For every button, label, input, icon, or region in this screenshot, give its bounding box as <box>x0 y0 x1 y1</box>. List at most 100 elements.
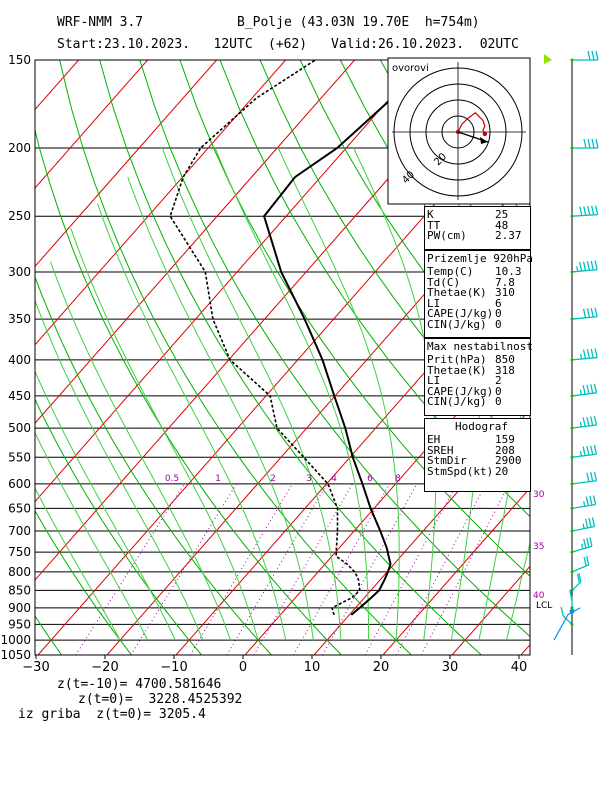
mixing-ratio-label: 4 <box>331 474 337 484</box>
wind-barb-dot <box>570 622 574 626</box>
dry-adiabat <box>139 60 530 638</box>
mixing-ratio-line <box>293 483 390 655</box>
footer-line3: iz griba z(t=0)= 3205.4 <box>18 707 206 722</box>
index-label: Prit(hPa) <box>427 353 487 366</box>
isotherm-line <box>382 487 530 655</box>
pressure-tick-label: 750 <box>8 545 31 559</box>
wind-barb-flag <box>586 445 590 456</box>
temp-tick-label: −30 <box>22 660 49 675</box>
temp-tick-label: −10 <box>160 660 187 675</box>
mixing-ratio-line <box>253 483 353 655</box>
wind-barb <box>570 205 599 218</box>
wind-barb-dot <box>570 529 574 533</box>
hodograph-end <box>482 131 488 137</box>
wind-barb-flag <box>593 383 598 393</box>
max-instability-box: Max nestabilnost Prit(hPa) 850 Thetae(K) 318… <box>424 338 533 416</box>
wind-barb-flag <box>586 555 590 566</box>
plot-area <box>35 60 530 655</box>
index-value: 0 <box>495 395 502 408</box>
wind-barb-flag <box>591 517 596 527</box>
isotherm-line <box>35 60 355 424</box>
wind-barb-flag <box>585 496 589 506</box>
wind-barb-dot <box>570 214 574 218</box>
wind-barb-flag <box>586 308 591 318</box>
wind-barb <box>560 606 574 626</box>
moist-adiabat <box>277 147 400 641</box>
index-label: EH <box>427 433 441 446</box>
theta-e-label: 30 <box>533 490 545 500</box>
hodograph-trace <box>457 112 486 135</box>
wind-barb-flag <box>590 307 594 318</box>
wind-barb <box>570 307 598 321</box>
moist-adiabat <box>70 228 259 641</box>
wind-barb <box>570 138 599 150</box>
wind-barb-flag <box>579 206 583 216</box>
mixing-ratio-label: 2 <box>270 474 276 484</box>
wind-barb-flag <box>583 206 587 216</box>
wind-barb-dot <box>570 550 574 554</box>
index-label: CIN(J/kg) <box>427 395 487 408</box>
wind-barb-half <box>570 596 573 602</box>
wind-barb <box>570 415 598 430</box>
wind-barb-staff <box>571 268 598 273</box>
wind-barb-flag <box>583 538 587 549</box>
wind-barb-flag <box>595 50 599 61</box>
moist-adiabat <box>50 261 231 641</box>
wind-barb-half <box>579 389 583 395</box>
wind-barb <box>570 572 582 592</box>
wind-barb-dot <box>570 426 574 430</box>
wind-barb-flag <box>576 574 581 584</box>
index-value: 2 <box>495 374 502 387</box>
pressure-tick-label: 800 <box>8 565 31 579</box>
mixing-ratio-line <box>130 483 237 655</box>
mixing-ratio-label: 1 <box>215 474 221 484</box>
dry-adiabat <box>35 128 342 655</box>
wind-barb <box>569 589 574 610</box>
pressure-tick-label: 300 <box>8 265 31 279</box>
wind-barb-flag <box>586 261 591 271</box>
stability-indices-box: K 25 TT 48 PW(cm) 2.37 <box>424 206 531 250</box>
hodograph-label: ovorovi <box>392 63 429 74</box>
wind-barb-half <box>581 543 584 550</box>
wind-barb-flag <box>589 537 593 547</box>
surface-indices-box-title: Prizemlje 920hPa <box>427 252 533 265</box>
index-value: 6 <box>495 296 502 310</box>
wind-barb-staff <box>562 615 573 625</box>
wind-barb-flag <box>592 495 597 505</box>
index-label: Thetae(K) <box>427 286 487 299</box>
surface-wind-barb <box>553 607 581 641</box>
moist-adiabat <box>506 540 530 641</box>
wind-barb-dot <box>570 570 574 574</box>
lcl-label: LCL <box>536 601 552 611</box>
wind-barb <box>570 537 593 554</box>
moist-adiabat <box>214 147 370 641</box>
moist-adiabat <box>97 203 287 641</box>
index-value: 0 <box>495 307 502 320</box>
wind-barb-flag <box>584 518 589 529</box>
index-label: CAPE(J/kg) <box>427 307 494 320</box>
pressure-tick-label: 150 <box>8 53 31 67</box>
pressure-tick-label: 550 <box>8 450 31 464</box>
index-label: K <box>427 208 434 221</box>
index-value: 0 <box>495 384 502 398</box>
header-station: B_Polje (43.03N 19.70E h=754m) <box>237 15 480 30</box>
pressure-tick-label: 500 <box>8 421 31 435</box>
pressure-tick-label: 250 <box>8 209 31 223</box>
index-value: 850 <box>495 353 515 366</box>
index-label: SREH <box>427 443 454 457</box>
wind-barb-flag <box>579 261 583 272</box>
dewpoint-profile <box>169 60 361 616</box>
footer-line1: z(t=-10)= 4700.581646 <box>57 677 222 692</box>
wind-barb <box>570 445 598 459</box>
index-value: 2.37 <box>495 229 522 242</box>
index-label: Thetae(K) <box>427 363 487 377</box>
temp-tick-label: 10 <box>304 660 321 675</box>
wind-barb-flag <box>591 138 595 149</box>
isotherm-line <box>35 60 424 503</box>
wind-barb-flag <box>589 495 593 506</box>
surface-wind-dot <box>569 608 575 614</box>
wind-barb-half <box>579 421 583 428</box>
pressure-tick-label: 1000 <box>0 633 31 647</box>
wind-barb-flag <box>594 260 598 270</box>
